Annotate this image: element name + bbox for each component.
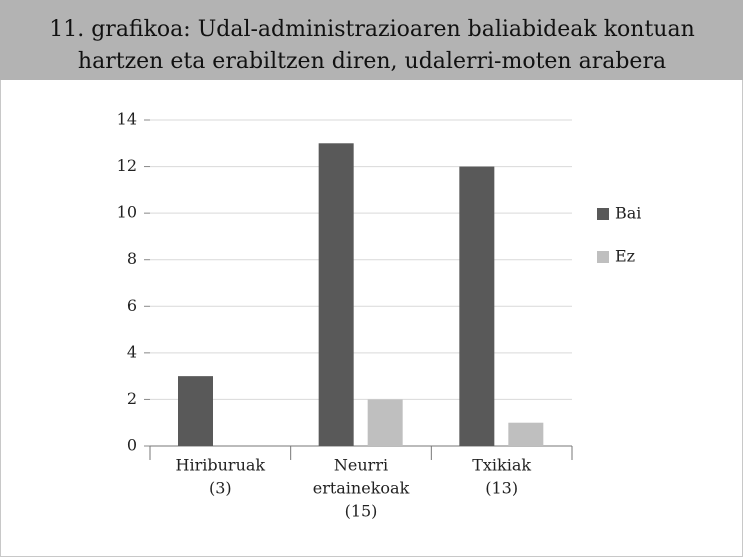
y-tick-label: 4 <box>127 342 137 361</box>
chart-title: 11. grafikoa: Udal-administrazioaren bal… <box>49 17 695 42</box>
y-tick-label: 12 <box>117 156 137 175</box>
y-tick-label: 6 <box>127 296 137 315</box>
x-tick-label: (15) <box>345 502 378 521</box>
bar <box>178 376 213 446</box>
bar <box>318 143 354 447</box>
y-tick-label: 14 <box>117 110 137 129</box>
y-tick-label: 0 <box>127 436 137 455</box>
legend-label: Bai <box>615 204 641 223</box>
y-tick-label: 10 <box>117 203 137 222</box>
chart-title: hartzen eta erabiltzen diren, udalerri-m… <box>78 49 666 74</box>
legend-swatch <box>597 208 609 220</box>
bar <box>508 422 544 446</box>
x-tick-label: (13) <box>485 479 518 498</box>
x-tick-label: Hiriburuak <box>176 456 266 475</box>
y-tick-label: 8 <box>127 249 137 268</box>
legend-label: Ez <box>615 247 635 266</box>
x-tick-label: (3) <box>209 479 232 498</box>
bar <box>459 166 495 447</box>
legend-swatch <box>597 251 609 263</box>
y-tick-label: 2 <box>127 389 137 408</box>
header <box>0 0 743 80</box>
bar <box>367 399 403 446</box>
x-tick-label: ertainekoak <box>313 479 410 498</box>
x-tick-label: Neurri <box>334 456 388 475</box>
x-tick-label: Txikiak <box>472 456 531 475</box>
